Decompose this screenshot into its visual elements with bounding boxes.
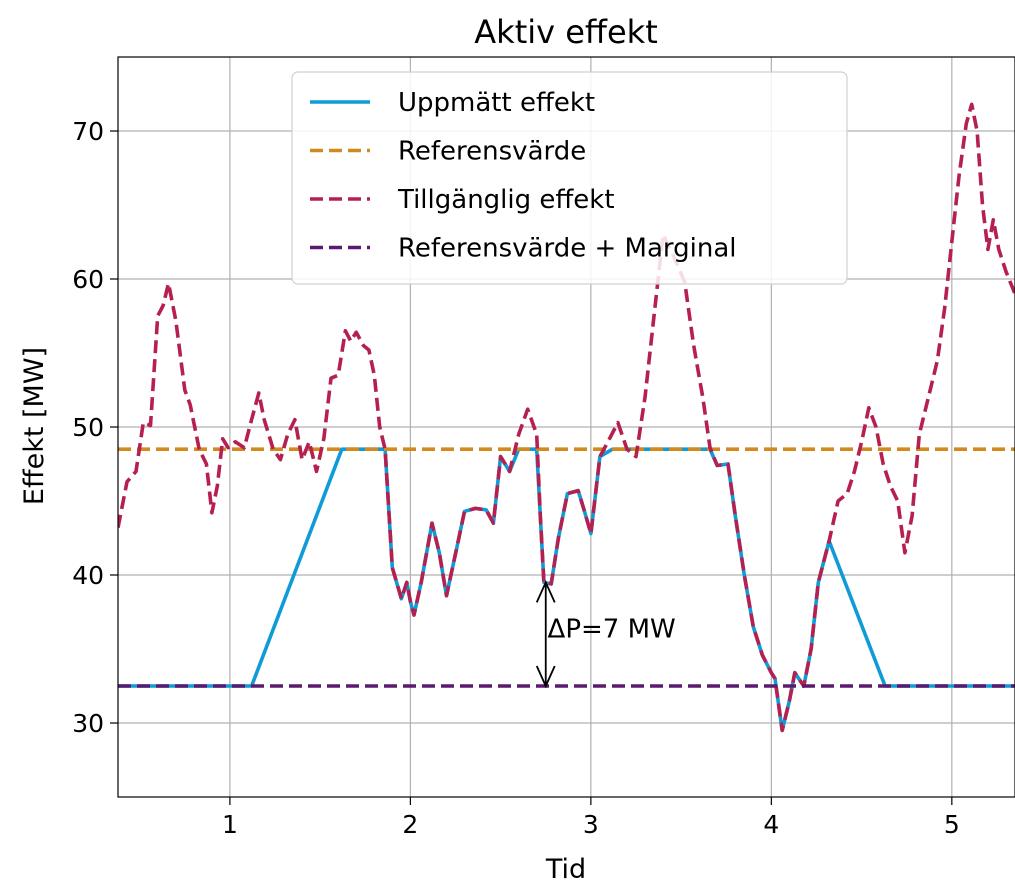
x-axis-label: Tid [545,854,586,884]
delta-p-arrowhead-top [535,580,556,603]
delta-p-label: ΔP=7 MW [548,614,676,644]
y-tick-label: 40 [72,561,104,590]
y-tick-label: 50 [72,413,104,442]
legend-label: Tillgänglig effekt [397,185,615,215]
legend-label: Referensvärde [398,137,586,167]
delta-p-arrowhead-bottom [535,665,556,689]
y-axis-label: Effekt [MW] [19,347,50,505]
series-line-uppm-tt-effekt [118,447,1015,733]
legend-label: Uppmätt effekt [398,88,595,118]
y-tick-label: 60 [72,265,104,294]
legend-label: Referensvärde + Marginal [398,234,737,264]
y-tick-label: 70 [72,117,104,146]
y-tick-label: 30 [72,709,104,738]
x-tick-label: 3 [583,810,599,839]
annotations: ΔP=7 MW [535,580,676,689]
x-tick-label: 5 [944,810,960,839]
x-tick-label: 2 [402,810,418,839]
legend-box [291,71,848,285]
x-tick-label: 1 [222,810,238,839]
chart-title: Aktiv effekt [474,13,657,51]
series-line-tillg-nglig-effekt [118,102,1015,733]
x-tick-label: 4 [763,810,779,839]
axis-ticks: 1 2 3 4 5 30 40 50 60 70 [72,117,960,839]
legend: Uppmätt effekt Referensvärde Tillgänglig e… [291,71,848,285]
plot-series [118,102,1015,733]
